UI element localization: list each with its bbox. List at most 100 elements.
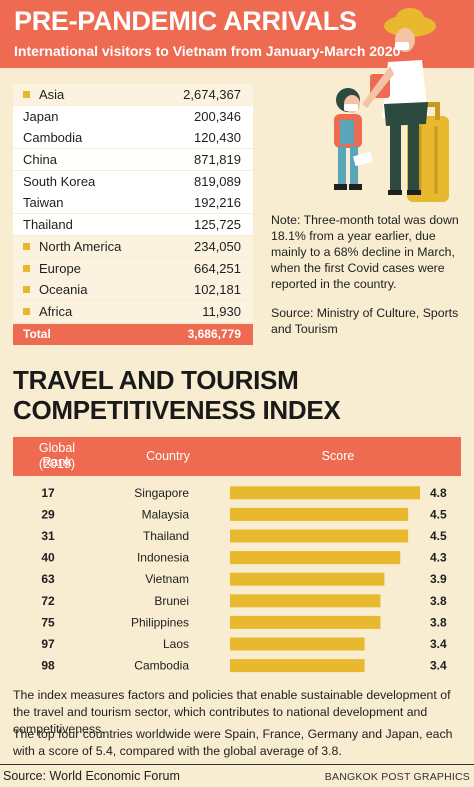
index-title-line1: TRAVEL AND TOURISM	[13, 365, 299, 395]
bar	[230, 507, 409, 521]
note-text: Note: Three-month total was down 18.1% f…	[271, 213, 459, 291]
arrivals-table: Asia 2,674,367 Japan 200,346 Cambodia 120,430…	[13, 84, 253, 346]
col-country-header: Country	[146, 449, 190, 463]
bar	[230, 594, 381, 608]
footer-paragraph-1: The index measures factors and policies …	[13, 688, 451, 736]
arrivals-row: Africa 11,930	[13, 300, 253, 322]
value-label: 3.4	[430, 637, 447, 651]
arrivals-name-cell: Taiwan	[23, 195, 63, 210]
col-score-header: Score	[321, 449, 355, 463]
arrivals-name-cell: Japan	[23, 109, 58, 124]
arrivals-value: 664,251	[194, 260, 241, 276]
arrivals-name-cell: South Korea	[23, 174, 95, 189]
region-bullet-icon	[23, 264, 30, 272]
category-label: Vietnam	[145, 572, 189, 586]
bar	[230, 659, 365, 673]
arrivals-value: 102,181	[194, 282, 241, 298]
bar	[230, 486, 420, 500]
page-subtitle: International visitors to Vietnam from J…	[14, 43, 401, 59]
category-label: Brunei	[154, 594, 189, 608]
divider	[0, 764, 474, 765]
arrivals-name: Asia	[39, 87, 65, 102]
arrivals-name: North America	[39, 238, 122, 254]
category-label: Singapore	[134, 486, 189, 500]
arrivals-total-row: Total 3,686,779	[13, 323, 253, 345]
arrivals-row: Cambodia 120,430	[13, 127, 253, 149]
arrivals-name-cell: Cambodia	[23, 130, 82, 145]
index-title: TRAVEL AND TOURISM COMPETITIVENESS INDEX	[13, 365, 341, 425]
arrivals-name-cell: North America	[23, 239, 121, 254]
value-label: 4.5	[430, 507, 447, 521]
arrivals-name: Oceania	[39, 282, 88, 298]
arrivals-value: 819,089	[194, 173, 241, 189]
competitiveness-bar-chart: 17 Singapore 4.8 29 Malaysia 4.5 31 Thailand 4.5…	[41, 486, 447, 673]
value-label: 3.8	[430, 594, 447, 608]
bar	[230, 615, 381, 629]
rank-label: 17	[41, 486, 55, 500]
arrivals-value: 192,216	[194, 195, 241, 211]
footer-paragraph-2: The top four countries worldwide were Sp…	[13, 727, 453, 758]
arrivals-row: Asia 2,674,367	[13, 84, 253, 105]
arrivals-value: 200,346	[194, 108, 241, 124]
col-rank-header: Global Rank	[38, 441, 76, 469]
rank-label: 98	[41, 659, 55, 673]
arrivals-source: Source: Ministry of Culture, Sports and …	[271, 306, 459, 336]
category-label: Malaysia	[142, 507, 190, 521]
value-label: 4.5	[430, 529, 447, 543]
arrivals-value: 120,430	[194, 130, 241, 146]
arrivals-name: Thailand	[23, 217, 73, 233]
total-value: 3,686,779	[187, 327, 241, 342]
category-label: Laos	[163, 637, 189, 651]
category-label: Indonesia	[137, 551, 189, 565]
value-label: 3.4	[430, 659, 447, 673]
rank-label: 29	[41, 507, 55, 521]
arrivals-row: Europe 664,251	[13, 257, 253, 279]
region-bullet-icon	[23, 242, 30, 250]
rank-label: 31	[41, 529, 55, 543]
rank-label: 75	[41, 615, 55, 629]
arrivals-name-cell: Asia	[23, 87, 64, 102]
arrivals-value: 11,930	[202, 303, 241, 319]
arrivals-value: 234,050	[194, 238, 241, 254]
arrivals-name: Africa	[39, 303, 73, 319]
arrivals-name: Japan	[23, 108, 59, 124]
arrivals-name-cell: China	[23, 152, 57, 167]
arrivals-name: Cambodia	[23, 130, 83, 146]
arrivals-name: South Korea	[23, 173, 96, 189]
category-label: Philippines	[131, 615, 189, 629]
index-table-header: Global Rank (2019) Country Score	[13, 437, 461, 476]
credit: BANGKOK POST GRAPHICS	[324, 771, 470, 783]
arrivals-name-cell: Africa	[23, 304, 72, 319]
arrivals-row: South Korea 819,089	[13, 170, 253, 192]
arrivals-row: North America 234,050	[13, 235, 253, 257]
value-label: 4.3	[430, 551, 447, 565]
arrivals-row: Taiwan 192,216	[13, 192, 253, 214]
bottom-source: Source: World Economic Forum	[3, 769, 180, 783]
rank-label: 40	[41, 551, 55, 565]
arrivals-name: Europe	[39, 260, 81, 276]
bar	[230, 529, 409, 543]
region-bullet-icon	[23, 286, 30, 294]
total-label: Total	[23, 327, 51, 342]
bar	[230, 551, 401, 565]
arrivals-name: Taiwan	[23, 195, 64, 211]
bar	[230, 637, 365, 651]
value-label: 3.8	[430, 615, 447, 629]
arrivals-row: Oceania 102,181	[13, 279, 253, 301]
rank-label: 63	[41, 572, 55, 586]
arrivals-row: Thailand 125,725	[13, 214, 253, 236]
arrivals-value: 125,725	[194, 217, 241, 233]
category-label: Thailand	[143, 529, 189, 543]
value-label: 3.9	[430, 572, 447, 586]
rank-label: 72	[41, 594, 55, 608]
col-rank-subheader: (2019)	[38, 457, 76, 471]
arrivals-name-cell: Europe	[23, 261, 81, 276]
travellers-illustration	[334, 8, 449, 202]
value-label: 4.8	[430, 486, 447, 500]
index-title-line2: COMPETITIVENESS INDEX	[13, 395, 341, 425]
arrivals-value: 871,819	[194, 152, 241, 168]
bar	[230, 572, 385, 586]
arrivals-name-cell: Thailand	[23, 217, 73, 232]
arrivals-row: China 871,819	[13, 149, 253, 171]
region-bullet-icon	[23, 91, 30, 98]
